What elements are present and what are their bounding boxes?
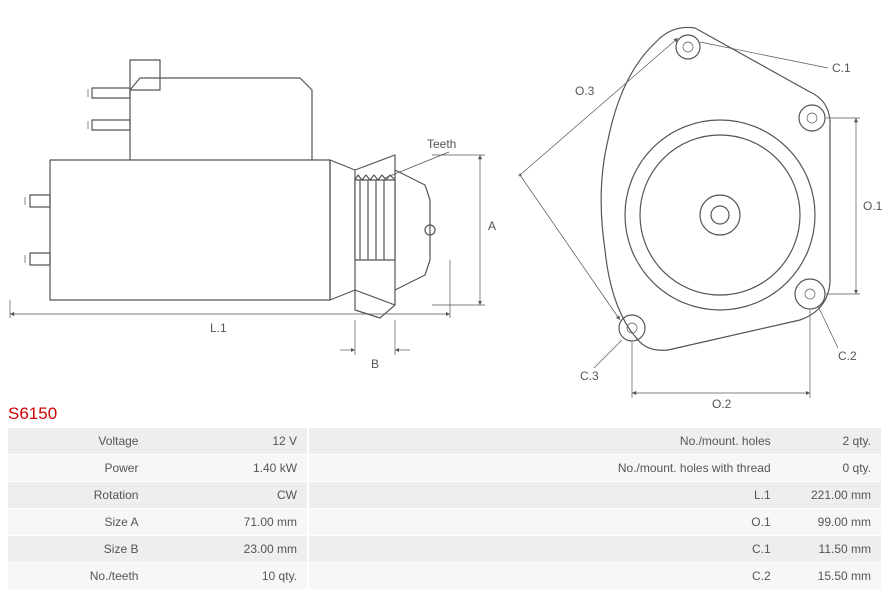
label-teeth: Teeth xyxy=(427,137,456,151)
dim-label-C3: C.3 xyxy=(580,369,599,383)
dim-label-L1: L.1 xyxy=(210,321,227,335)
table-row: Voltage 12 V No./mount. holes 2 qty. xyxy=(8,428,881,455)
spec-label: C.1 xyxy=(309,536,781,563)
spec-value: 0 qty. xyxy=(781,455,881,482)
dim-label-A: A xyxy=(488,219,496,233)
dim-label-O1: O.1 xyxy=(863,199,883,213)
spec-value: 11.50 mm xyxy=(781,536,881,563)
dim-label-C2: C.2 xyxy=(838,349,857,363)
technical-drawing: L.1 B Teeth A xyxy=(0,0,889,410)
spec-label: O.1 xyxy=(309,509,781,536)
spec-label: Rotation xyxy=(8,482,148,509)
spec-table: Voltage 12 V No./mount. holes 2 qty. Pow… xyxy=(8,428,881,590)
dim-label-C1: C.1 xyxy=(832,61,851,75)
spec-value: 12 V xyxy=(148,428,309,455)
spec-label: No./mount. holes xyxy=(309,428,781,455)
spec-label: No./teeth xyxy=(8,563,148,590)
spec-label: Size A xyxy=(8,509,148,536)
spec-label: Power xyxy=(8,455,148,482)
spec-label: No./mount. holes with thread xyxy=(309,455,781,482)
dim-label-O2: O.2 xyxy=(712,397,732,410)
spec-value: 2 qty. xyxy=(781,428,881,455)
spec-label: Voltage xyxy=(8,428,148,455)
spec-value: 71.00 mm xyxy=(148,509,309,536)
spec-label: C.2 xyxy=(309,563,781,590)
spec-value: 23.00 mm xyxy=(148,536,309,563)
spec-value: 10 qty. xyxy=(148,563,309,590)
table-row: Size A 71.00 mm O.1 99.00 mm xyxy=(8,509,881,536)
spec-value: 1.40 kW xyxy=(148,455,309,482)
dim-label-B: B xyxy=(371,357,379,371)
table-row: No./teeth 10 qty. C.2 15.50 mm xyxy=(8,563,881,590)
spec-label: L.1 xyxy=(309,482,781,509)
dim-label-O3: O.3 xyxy=(575,84,595,98)
diagram-area: L.1 B Teeth A xyxy=(0,0,889,410)
front-view: O.3 C.1 O.1 C.2 C.3 O.2 xyxy=(519,27,883,410)
spec-value: CW xyxy=(148,482,309,509)
table-row: Power 1.40 kW No./mount. holes with thre… xyxy=(8,455,881,482)
part-number: S6150 xyxy=(8,404,57,424)
spec-value: 99.00 mm xyxy=(781,509,881,536)
spec-value: 221.00 mm xyxy=(781,482,881,509)
table-row: Rotation CW L.1 221.00 mm xyxy=(8,482,881,509)
table-row: Size B 23.00 mm C.1 11.50 mm xyxy=(8,536,881,563)
spec-label: Size B xyxy=(8,536,148,563)
side-view: L.1 B Teeth A xyxy=(10,60,496,371)
spec-value: 15.50 mm xyxy=(781,563,881,590)
